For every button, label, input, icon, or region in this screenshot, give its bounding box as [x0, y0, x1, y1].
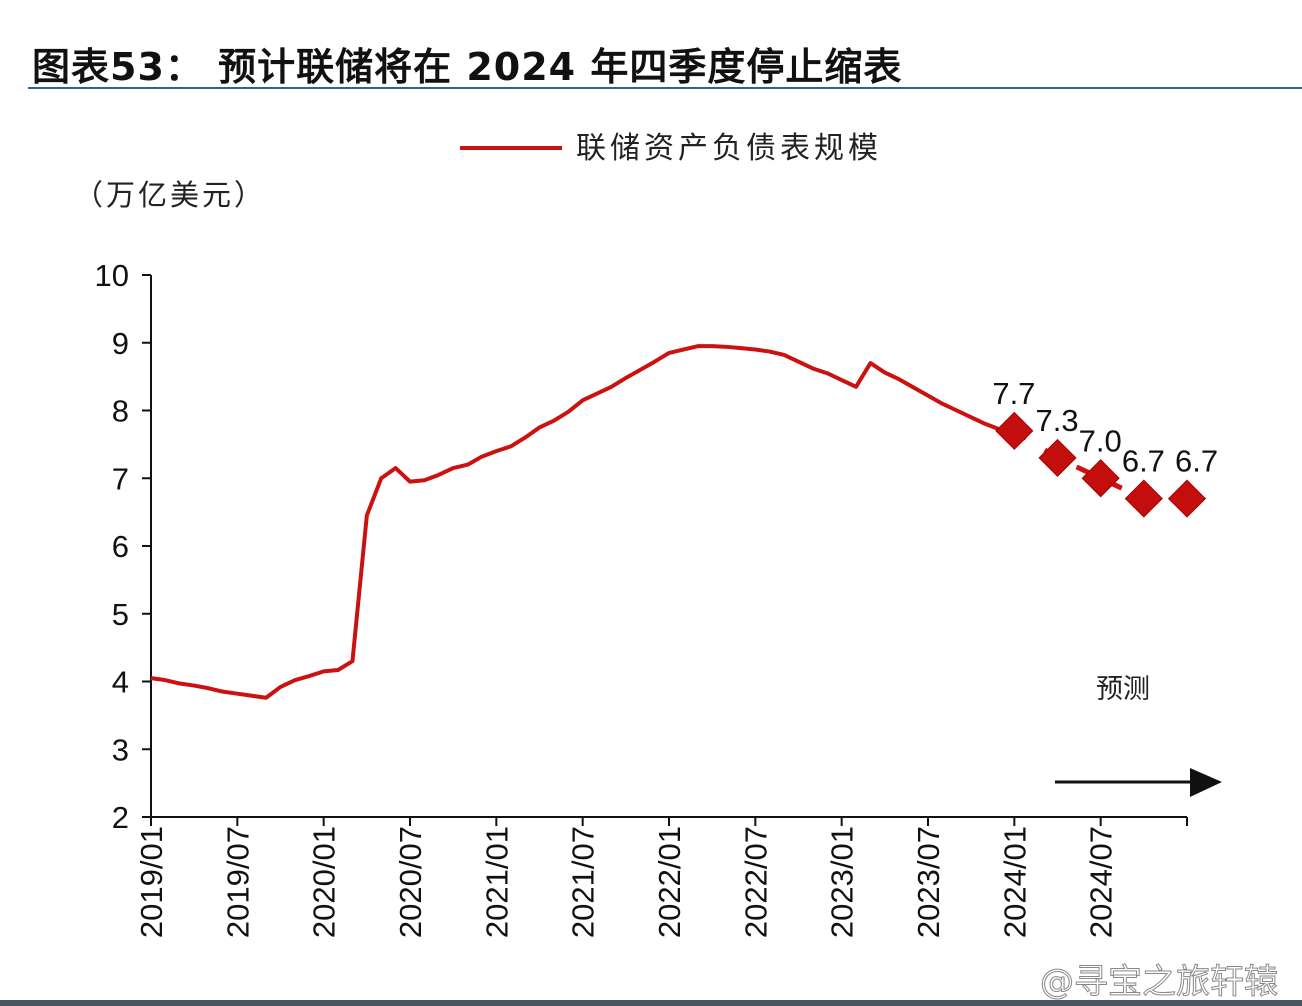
data-label: 7.0 — [1079, 423, 1122, 458]
x-tick-label: 2021/01 — [479, 826, 514, 938]
forecast-annotation: 预测 — [1096, 674, 1150, 705]
y-tick-label: 6 — [112, 529, 129, 564]
watermark: @寻宝之旅轩辕 — [1040, 962, 1278, 1002]
forecast-marker — [1167, 479, 1207, 518]
chart-title: 图表53： 预计联储将在 2024 年四季度停止缩表 — [32, 45, 903, 89]
x-tick-label: 2024/01 — [997, 826, 1032, 938]
x-tick-label: 2024/07 — [1084, 826, 1119, 938]
forecast-marker — [1038, 438, 1077, 478]
y-tick-label: 5 — [112, 597, 129, 632]
legend-label: 联储资产负债表规模 — [576, 131, 882, 166]
y-tick-label: 8 — [112, 394, 129, 429]
y-tick-label: 4 — [112, 665, 129, 700]
forecast-marker — [1124, 479, 1163, 518]
x-tick-label: 2020/07 — [393, 826, 428, 938]
series-line-balance-sheet — [150, 344, 1015, 700]
legend: 联储资产负债表规模 — [460, 131, 882, 166]
bottom-divider — [0, 1000, 1302, 1006]
title-divider — [28, 87, 1302, 89]
forecast-marker — [995, 411, 1034, 450]
y-tick-label: 2 — [112, 800, 129, 835]
forecast-arrow — [1055, 768, 1222, 797]
data-label: 6.7 — [1122, 444, 1165, 479]
x-tick-label: 2023/01 — [825, 826, 860, 938]
y-tick-label: 9 — [112, 326, 129, 361]
x-tick-label: 2022/07 — [738, 826, 773, 938]
y-tick-label: 7 — [112, 461, 129, 496]
x-tick-label: 2019/07 — [220, 826, 255, 938]
data-label: 7.3 — [1036, 403, 1079, 438]
data-label: 6.7 — [1175, 444, 1218, 479]
x-tick-label: 2019/01 — [134, 826, 169, 938]
x-tick-label: 2023/07 — [911, 826, 946, 938]
x-tick-label: 2020/01 — [307, 826, 342, 938]
y-axis-unit: （万亿美元） — [74, 178, 266, 212]
y-tick-label: 10 — [95, 258, 129, 293]
x-tick-label: 2022/01 — [652, 826, 687, 938]
data-label: 7.7 — [992, 376, 1035, 411]
y-tick-label: 3 — [112, 732, 129, 767]
x-tick-label: 2021/07 — [566, 826, 601, 938]
forecast-marker — [1081, 459, 1120, 498]
